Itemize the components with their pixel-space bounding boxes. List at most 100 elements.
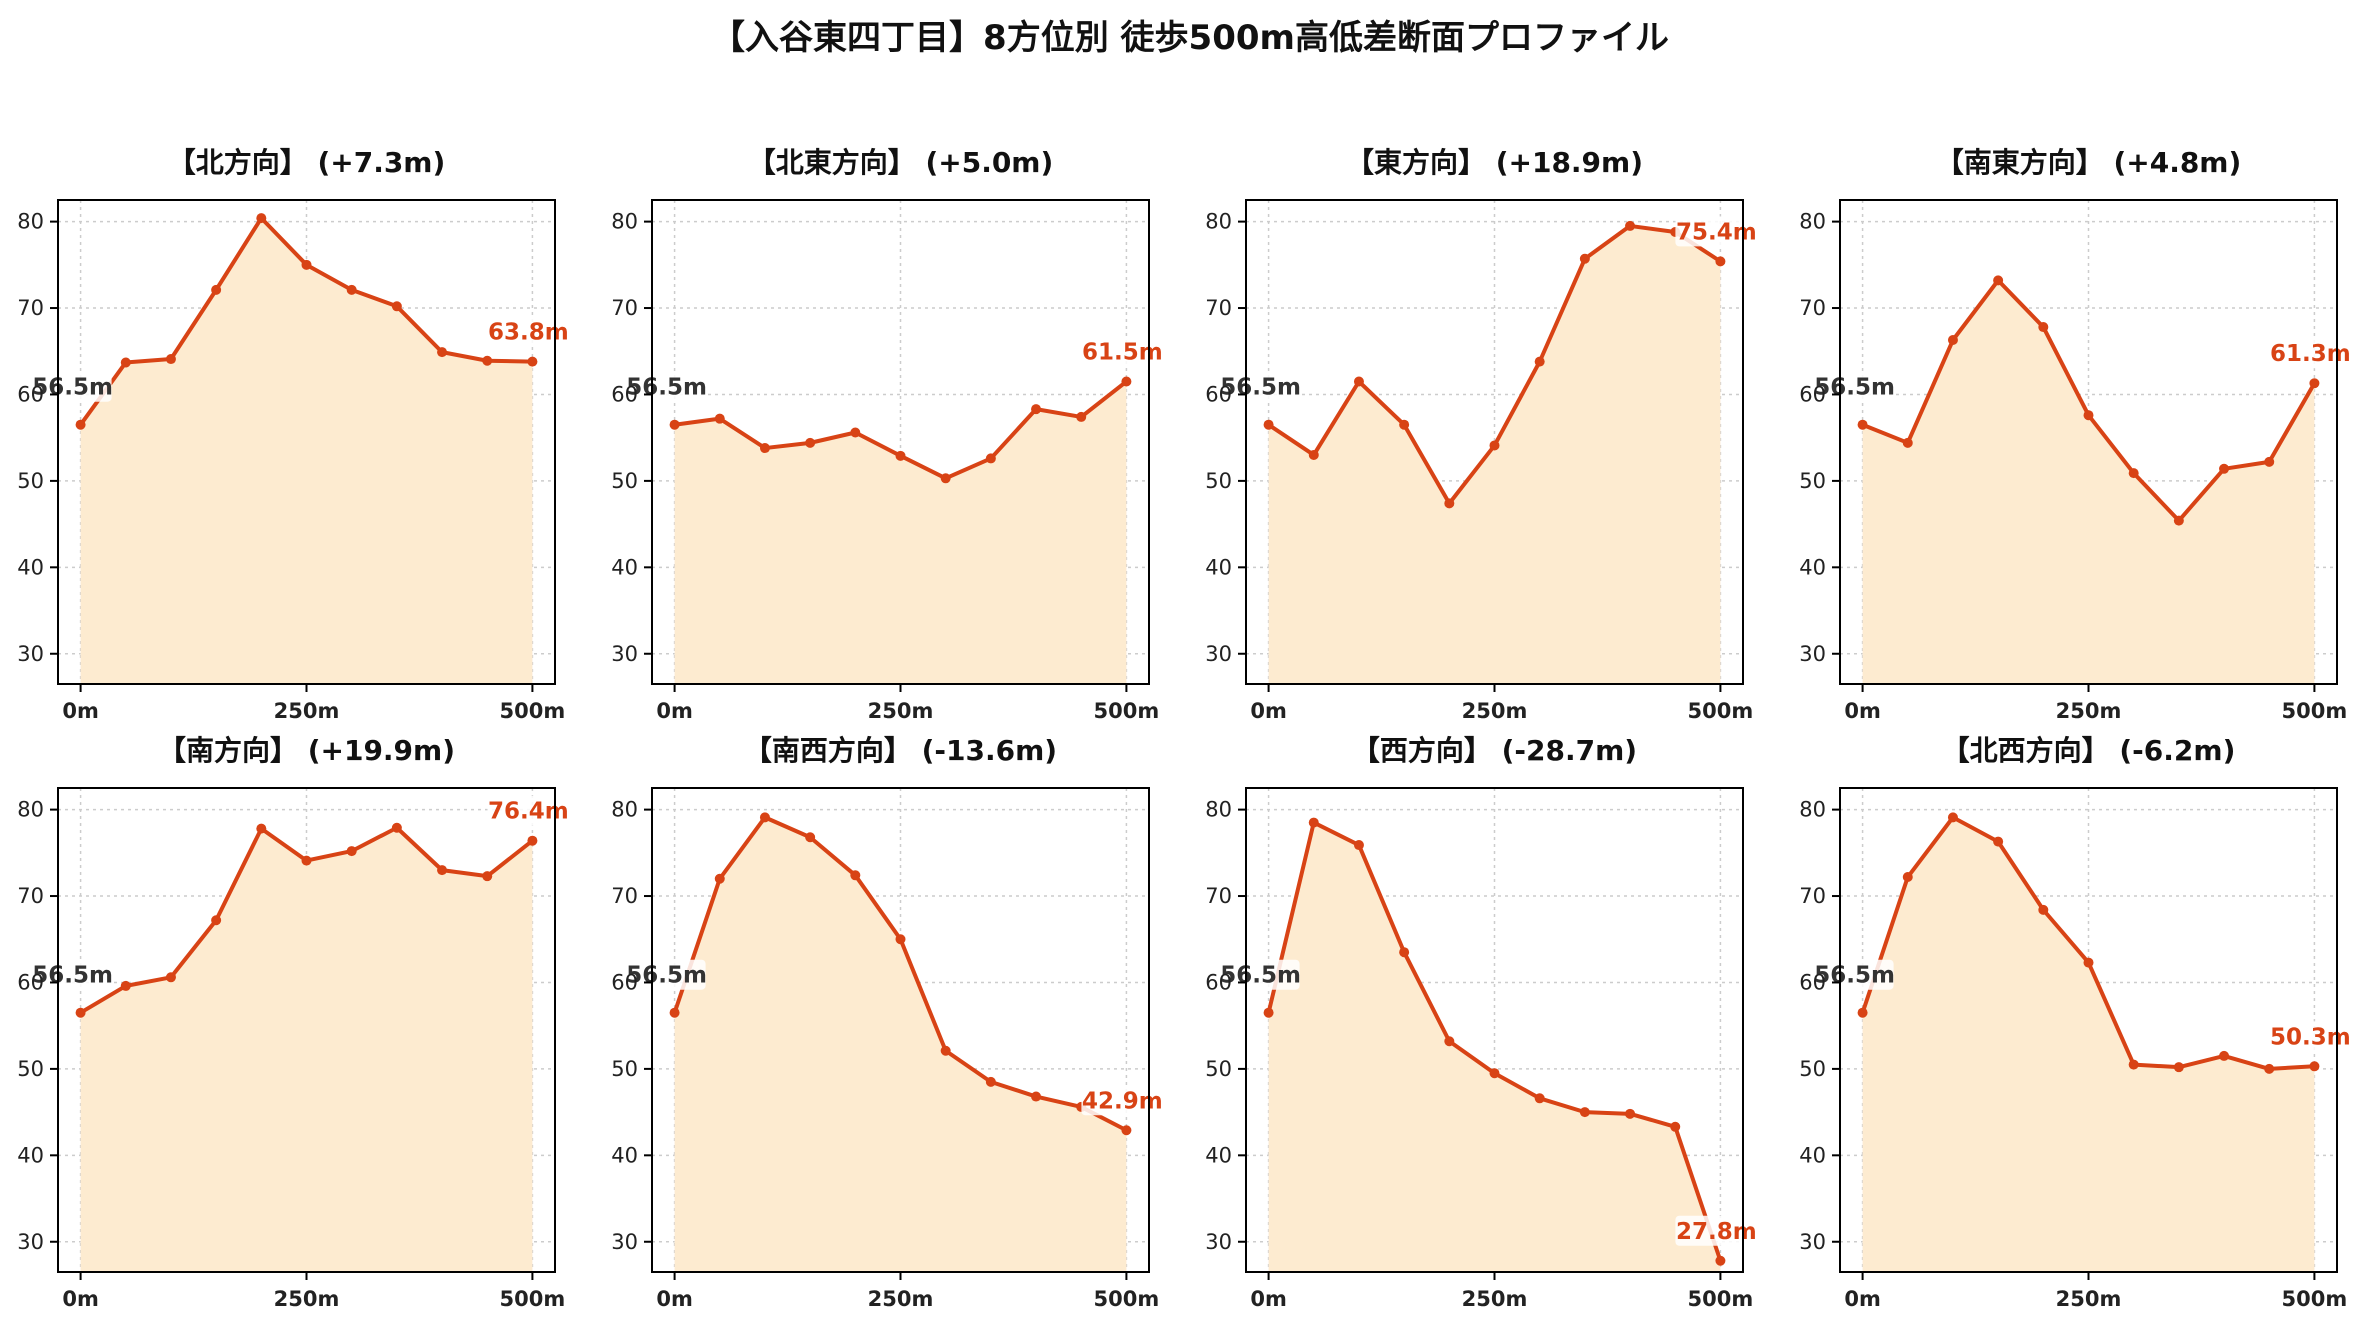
x-tick-label: 500m — [2282, 1287, 2348, 1311]
data-point — [1444, 498, 1455, 509]
data-point — [1993, 275, 2004, 286]
start-label-text: 56.5m — [626, 963, 707, 989]
data-point — [120, 357, 131, 368]
x-tick-label: 0m — [62, 1287, 99, 1311]
x-tick-label: 250m — [1462, 699, 1528, 723]
x-tick-label: 250m — [868, 699, 934, 723]
end-label-text: 61.3m — [2270, 341, 2351, 367]
data-point — [2264, 456, 2275, 467]
panel-title: 【南西方向】 (-13.6m) — [744, 734, 1057, 767]
chart-panel-6: 【南西方向】 (-13.6m) 56.5m 42.9m 30 40 50 60 70 80 0m 2… — [611, 734, 1164, 1311]
chart-panel-5: 【南方向】 (+19.9m) 56.5m 76.4m 30 40 50 60 70 80 0m 25… — [17, 734, 570, 1311]
y-tick-label: 80 — [17, 798, 44, 822]
data-point — [2128, 1059, 2139, 1070]
y-tick-label: 70 — [1205, 884, 1232, 908]
data-point — [759, 443, 770, 454]
x-axis: 0m 250m 500m — [62, 684, 565, 723]
data-point — [211, 284, 222, 295]
data-point — [1715, 256, 1726, 267]
start-label-text: 56.5m — [32, 375, 113, 401]
data-point — [301, 855, 312, 866]
end-label-box — [487, 316, 570, 347]
panel-title: 【南方向】 (+19.9m) — [158, 734, 455, 767]
data-point — [1308, 449, 1319, 460]
data-point — [895, 450, 906, 461]
elevation-area — [80, 827, 533, 1272]
panel-title: 【北方向】 (+7.3m) — [168, 146, 446, 179]
x-tick-label: 0m — [1250, 699, 1287, 723]
start-label-text: 56.5m — [32, 963, 113, 989]
data-point — [301, 259, 312, 270]
start-elevation-label: 56.5m — [32, 959, 113, 990]
end-label-text: 75.4m — [1676, 219, 1757, 245]
data-point — [482, 355, 493, 366]
y-tick-label: 70 — [1799, 296, 1826, 320]
x-axis: 0m 250m 500m — [1250, 684, 1753, 723]
x-tick-label: 250m — [2056, 699, 2122, 723]
data-point — [2219, 463, 2230, 474]
data-point — [2083, 957, 2094, 968]
x-tick-label: 0m — [1844, 1287, 1881, 1311]
start-elevation-label: 56.5m — [626, 959, 707, 990]
y-tick-label: 50 — [1205, 1057, 1232, 1081]
x-axis: 0m 250m 500m — [1844, 1272, 2347, 1311]
y-tick-label: 30 — [611, 1230, 638, 1254]
y-tick-label: 40 — [17, 1143, 44, 1167]
data-point — [120, 980, 131, 991]
y-tick-label: 40 — [17, 555, 44, 579]
data-point — [391, 822, 402, 833]
data-point — [940, 473, 951, 484]
start-elevation-label: 56.5m — [1814, 959, 1895, 990]
y-tick-label: 80 — [17, 210, 44, 234]
y-tick-label: 30 — [17, 642, 44, 666]
start-label-text: 56.5m — [1814, 375, 1895, 401]
data-point — [2173, 515, 2184, 526]
data-point — [714, 413, 725, 424]
x-tick-label: 250m — [274, 1287, 340, 1311]
data-point — [527, 835, 538, 846]
x-axis: 0m 250m 500m — [62, 1272, 565, 1311]
data-point — [1489, 1068, 1500, 1079]
data-point — [165, 972, 176, 983]
y-tick-label: 70 — [17, 296, 44, 320]
y-tick-label: 80 — [1205, 210, 1232, 234]
data-point — [1263, 419, 1274, 430]
data-point — [1625, 220, 1636, 231]
data-point — [1857, 419, 1868, 430]
y-tick-label: 40 — [1799, 1143, 1826, 1167]
panel-title: 【北西方向】 (-6.2m) — [1942, 734, 2236, 767]
start-elevation-label: 56.5m — [626, 371, 707, 402]
data-point — [346, 846, 357, 857]
start-label-text: 56.5m — [626, 375, 707, 401]
data-point — [211, 915, 222, 926]
data-point — [985, 453, 996, 464]
end-elevation-label: 27.8m — [1675, 1215, 1758, 1246]
panel-title: 【南東方向】 (+4.8m) — [1936, 146, 2242, 179]
start-elevation-label: 56.5m — [1220, 371, 1301, 402]
data-point — [985, 1076, 996, 1087]
x-tick-label: 0m — [656, 699, 693, 723]
data-point — [759, 812, 770, 823]
data-point — [2173, 1062, 2184, 1073]
y-tick-label: 40 — [611, 1143, 638, 1167]
data-point — [669, 1007, 680, 1018]
end-label-text: 63.8m — [488, 320, 569, 346]
y-tick-label: 50 — [17, 1057, 44, 1081]
data-point — [2083, 410, 2094, 421]
start-label-text: 56.5m — [1220, 963, 1301, 989]
data-point — [391, 301, 402, 312]
y-tick-label: 80 — [1799, 210, 1826, 234]
data-point — [437, 347, 448, 358]
data-point — [256, 213, 267, 224]
end-label-text: 50.3m — [2270, 1024, 2351, 1050]
chart-panel-3: 【東方向】 (+18.9m) 56.5m 75.4m 30 40 50 60 70 80 0m 25… — [1205, 146, 1758, 723]
chart-panel-1: 【北方向】 (+7.3m) 56.5m 63.8m 30 40 50 60 70 80 0m 250… — [17, 146, 570, 723]
end-label-box — [487, 795, 570, 826]
chart-panel-8: 【北西方向】 (-6.2m) 56.5m 50.3m 30 40 50 60 70 80 0m 25… — [1799, 734, 2352, 1311]
x-tick-label: 250m — [2056, 1287, 2122, 1311]
y-tick-label: 40 — [611, 555, 638, 579]
data-point — [850, 870, 861, 881]
elevation-area — [674, 381, 1127, 684]
data-point — [1625, 1108, 1636, 1119]
